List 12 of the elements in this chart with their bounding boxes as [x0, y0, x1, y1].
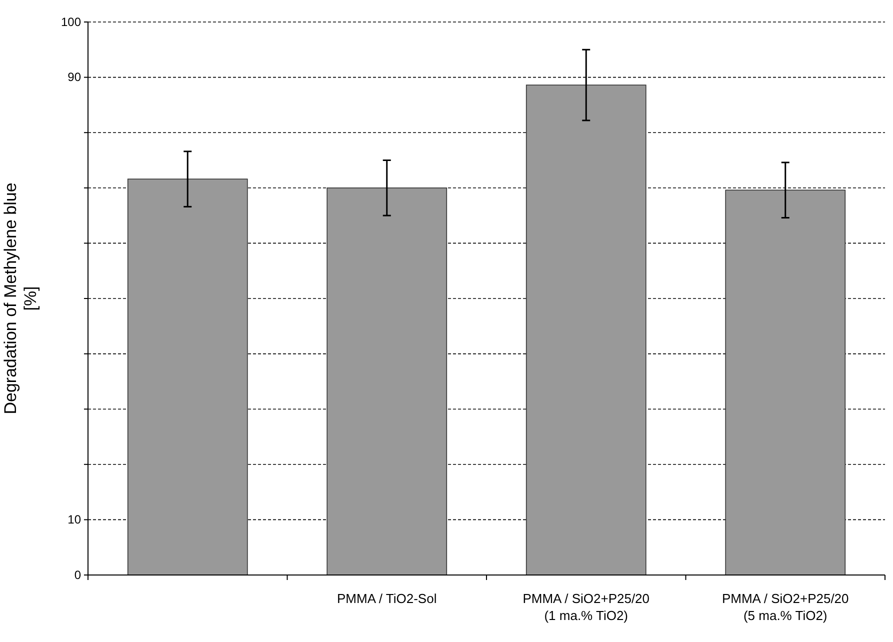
y-tick-label: 90	[68, 70, 82, 84]
bar	[326, 188, 448, 576]
bar	[526, 84, 646, 576]
y-axis-title: Degradation of Methylene blue [%]	[1, 182, 40, 414]
bar	[725, 190, 846, 576]
x-tick-label: PMMA / SiO2+P25/20 (5 ma.% TiO2)	[722, 591, 849, 623]
bar	[127, 178, 248, 576]
x-tick-label: PMMA / TiO2-Sol	[337, 591, 437, 606]
x-tick-label: PMMA / SiO2+P25/20 (1 ma.% TiO2)	[522, 591, 650, 623]
y-tick-label: 10	[68, 512, 82, 527]
y-tick-label: 0	[74, 568, 82, 582]
y-tick-label: 100	[60, 14, 82, 29]
